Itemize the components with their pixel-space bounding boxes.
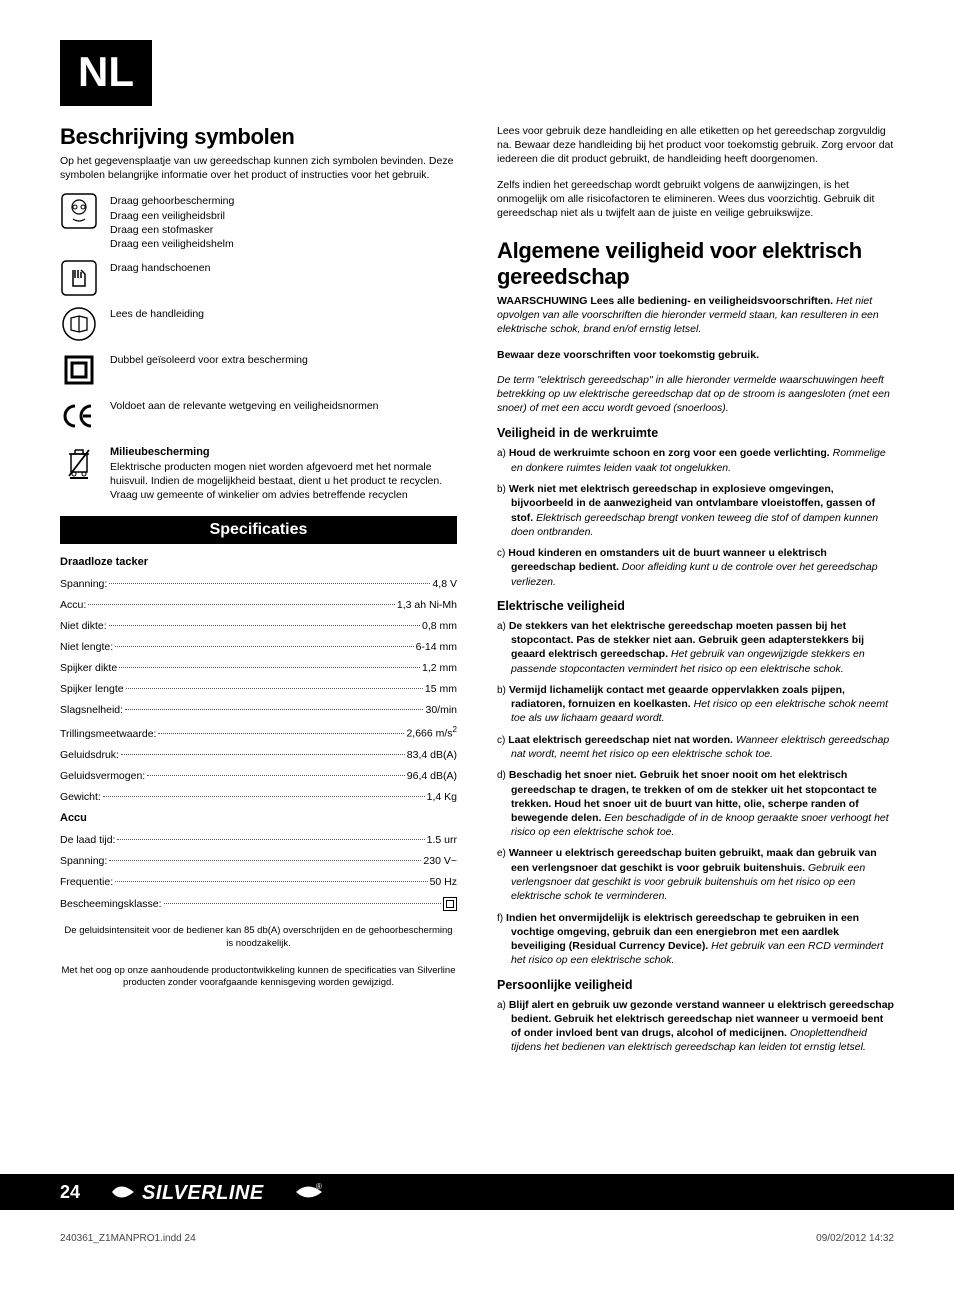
class2-icon	[60, 351, 98, 389]
svg-text:SILVERLINE: SILVERLINE	[142, 1182, 264, 1204]
page-number: 24	[60, 1182, 80, 1203]
spec-line: Gewicht:1,4 Kg	[60, 791, 457, 803]
symbol-row: Draag gehoorbeschermingDraag een veiligh…	[60, 192, 457, 251]
spec-line: Spijker dikte1,2 mm	[60, 662, 457, 674]
language-badge: NL	[60, 40, 152, 106]
manual-icon	[60, 305, 98, 343]
symbol-row: Voldoet aan de relevante wetgeving en ve…	[60, 397, 457, 435]
symbol-text: Draag handschoenen	[110, 259, 210, 275]
spec-line: Niet dikte:0,8 mm	[60, 620, 457, 632]
footer-bar: 24 SILVERLINE ®	[0, 1174, 954, 1210]
symbol-text: Dubbel geïsoleerd voor extra bescherming	[110, 351, 308, 367]
safety-item: d) Beschadig het snoer niet. Gebruik het…	[511, 768, 894, 839]
spec-group-tacker: Draadloze tacker	[60, 556, 457, 568]
spec-line: Spijker lengte15 mm	[60, 683, 457, 695]
symbol-row: Lees de handleiding	[60, 305, 457, 343]
meta-date: 09/02/2012 14:32	[816, 1233, 894, 1244]
specifications-header: Specificaties	[60, 516, 457, 544]
intro-para-2: Zelfs indien het gereedschap wordt gebru…	[497, 178, 894, 221]
spec-line: Slagsnelheid:30/min	[60, 704, 457, 716]
safety-item: c) Laat elektrisch gereedschap niet nat …	[511, 733, 894, 762]
symbol-text: Lees de handleiding	[110, 305, 204, 321]
disclaimer-note: Met het oog op onze aanhoudende producto…	[60, 965, 457, 991]
spec-line: Spanning:4,8 V	[60, 578, 457, 590]
safety-item: b) Vermijd lichamelijk contact met geaar…	[511, 683, 894, 726]
safety-item: a) Houd de werkruimte schoon en zorg voo…	[511, 446, 894, 475]
gloves-icon	[60, 259, 98, 297]
safety-subsection-head: Persoonlijke veiligheid	[497, 978, 894, 992]
keep-instructions: Bewaar deze voorschriften voor toekomsti…	[497, 348, 894, 362]
symbol-text: Draag gehoorbeschermingDraag een veiligh…	[110, 192, 234, 251]
symbols-heading: Beschrijving symbolen	[60, 124, 457, 150]
weee-icon	[60, 443, 98, 481]
spec-line: Geluidsvermogen:96,4 dB(A)	[60, 770, 457, 782]
ce-icon	[60, 397, 98, 435]
symbol-row: MilieubeschermingElektrische producten m…	[60, 443, 457, 502]
spec-group-accu: Accu	[60, 812, 457, 824]
symbol-row: Dubbel geïsoleerd voor extra bescherming	[60, 351, 457, 389]
safety-subsection-head: Elektrische veiligheid	[497, 599, 894, 613]
spec-line: Niet lengte:6-14 mm	[60, 641, 457, 653]
symbol-text: MilieubeschermingElektrische producten m…	[110, 443, 457, 502]
safety-item: e) Wanneer u elektrisch gereedschap buit…	[511, 846, 894, 903]
safety-list: a) Houd de werkruimte schoon en zorg voo…	[497, 446, 894, 589]
safety-item: a) De stekkers van het elektrische geree…	[511, 619, 894, 676]
symbol-row: Draag handschoenen	[60, 259, 457, 297]
svg-text:®: ®	[316, 1182, 322, 1191]
safety-item: c) Houd kinderen en omstanders uit de bu…	[511, 546, 894, 589]
spec-line: Spanning:230 V~	[60, 855, 457, 867]
term-definition: De term "elektrisch gereedschap" in alle…	[497, 373, 894, 416]
meta-file: 240361_Z1MANPRO1.indd 24	[60, 1233, 196, 1244]
safety-item: f) Indien het onvermijdelijk is elektris…	[511, 911, 894, 968]
spec-line: Accu:1,3 ah Ni-Mh	[60, 599, 457, 611]
safety-item: b) Werk niet met elektrisch gereedschap …	[511, 482, 894, 539]
intro-para-1: Lees voor gebruik deze handleiding en al…	[497, 124, 894, 167]
print-metadata: 240361_Z1MANPRO1.indd 24 09/02/2012 14:3…	[60, 1233, 894, 1244]
safety-item: a) Blijf alert en gebruik uw gezonde ver…	[511, 998, 894, 1055]
spec-line: De laad tijd:1.5 urr	[60, 834, 457, 846]
spec-line: Bescheemingsklasse:	[60, 897, 457, 911]
safety-heading: Algemene veiligheid voor elektrisch gere…	[497, 238, 894, 290]
symbols-intro: Op het gegevensplaatje van uw gereedscha…	[60, 154, 457, 182]
ppe-icon	[60, 192, 98, 230]
spec-line: Trillingsmeetwaarde:2,666 m/s2	[60, 725, 457, 740]
spec-line: Geluidsdruk:83,4 dB(A)	[60, 749, 457, 761]
safety-list: a) Blijf alert en gebruik uw gezonde ver…	[497, 998, 894, 1055]
safety-subsection-head: Veiligheid in de werkruimte	[497, 426, 894, 440]
symbol-text: Voldoet aan de relevante wetgeving en ve…	[110, 397, 379, 413]
spec-line: Frequentie:50 Hz	[60, 876, 457, 888]
safety-list: a) De stekkers van het elektrische geree…	[497, 619, 894, 968]
noise-note: De geluidsintensiteit voor de bediener k…	[60, 925, 457, 951]
warning-lead: WAARSCHUWING Lees alle bediening- en vei…	[497, 294, 894, 337]
silverline-logo: SILVERLINE ®	[110, 1179, 330, 1205]
